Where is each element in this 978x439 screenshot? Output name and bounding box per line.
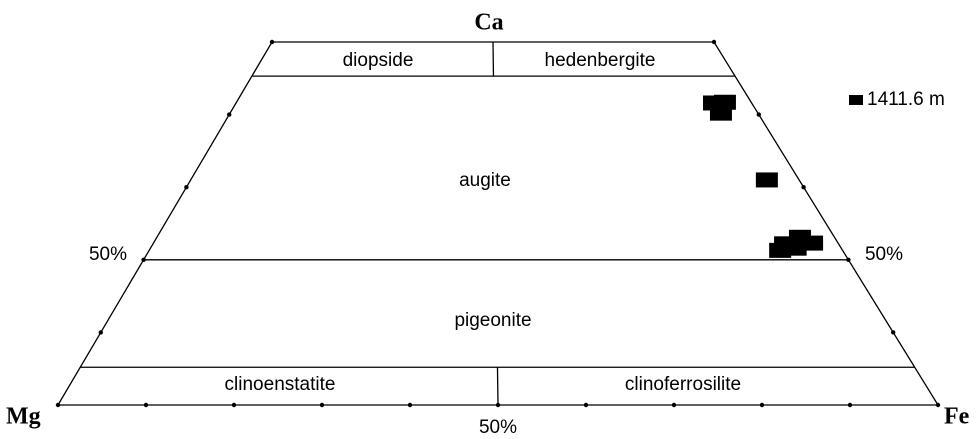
annotation: 50% <box>89 244 127 265</box>
tick-mark <box>184 185 189 190</box>
tick-mark <box>55 402 61 408</box>
vertex-fe: Fe <box>944 404 970 430</box>
tick-mark <box>407 402 413 408</box>
data-point <box>709 105 732 121</box>
tick-mark <box>711 39 717 45</box>
tick-mark <box>98 330 104 335</box>
tick-mark <box>756 112 761 117</box>
vertex-ca: Ca <box>474 10 503 36</box>
legend-marker <box>849 95 863 105</box>
tick-mark <box>269 39 275 45</box>
region-label: diopside <box>343 50 414 71</box>
tick-mark <box>935 402 941 408</box>
tick-mark <box>847 402 853 408</box>
vertex-mg: Mg <box>6 404 41 430</box>
tick-mark <box>759 402 765 408</box>
tick-mark <box>319 402 325 408</box>
data-point <box>784 240 807 256</box>
tick-mark <box>671 402 677 408</box>
data-point <box>755 172 778 188</box>
quadrilateral-outline <box>56 41 940 406</box>
region-label: augite <box>459 170 511 191</box>
tick-mark <box>143 402 149 408</box>
tick-mark <box>891 330 896 335</box>
legend-label: 1411.6 m <box>867 89 945 110</box>
tick-mark <box>583 402 589 408</box>
tick-mark <box>231 402 237 408</box>
region-label: clinoferrosilite <box>625 374 741 395</box>
region-label: pigeonite <box>454 310 531 331</box>
tick-mark <box>227 112 232 117</box>
region-label: hedenbergite <box>545 50 656 71</box>
annotation: 50% <box>865 244 903 265</box>
divider-line <box>496 367 499 406</box>
tick-mark <box>801 185 806 190</box>
annotation: 50% <box>479 417 517 438</box>
region-label: clinoenstatite <box>225 374 336 395</box>
